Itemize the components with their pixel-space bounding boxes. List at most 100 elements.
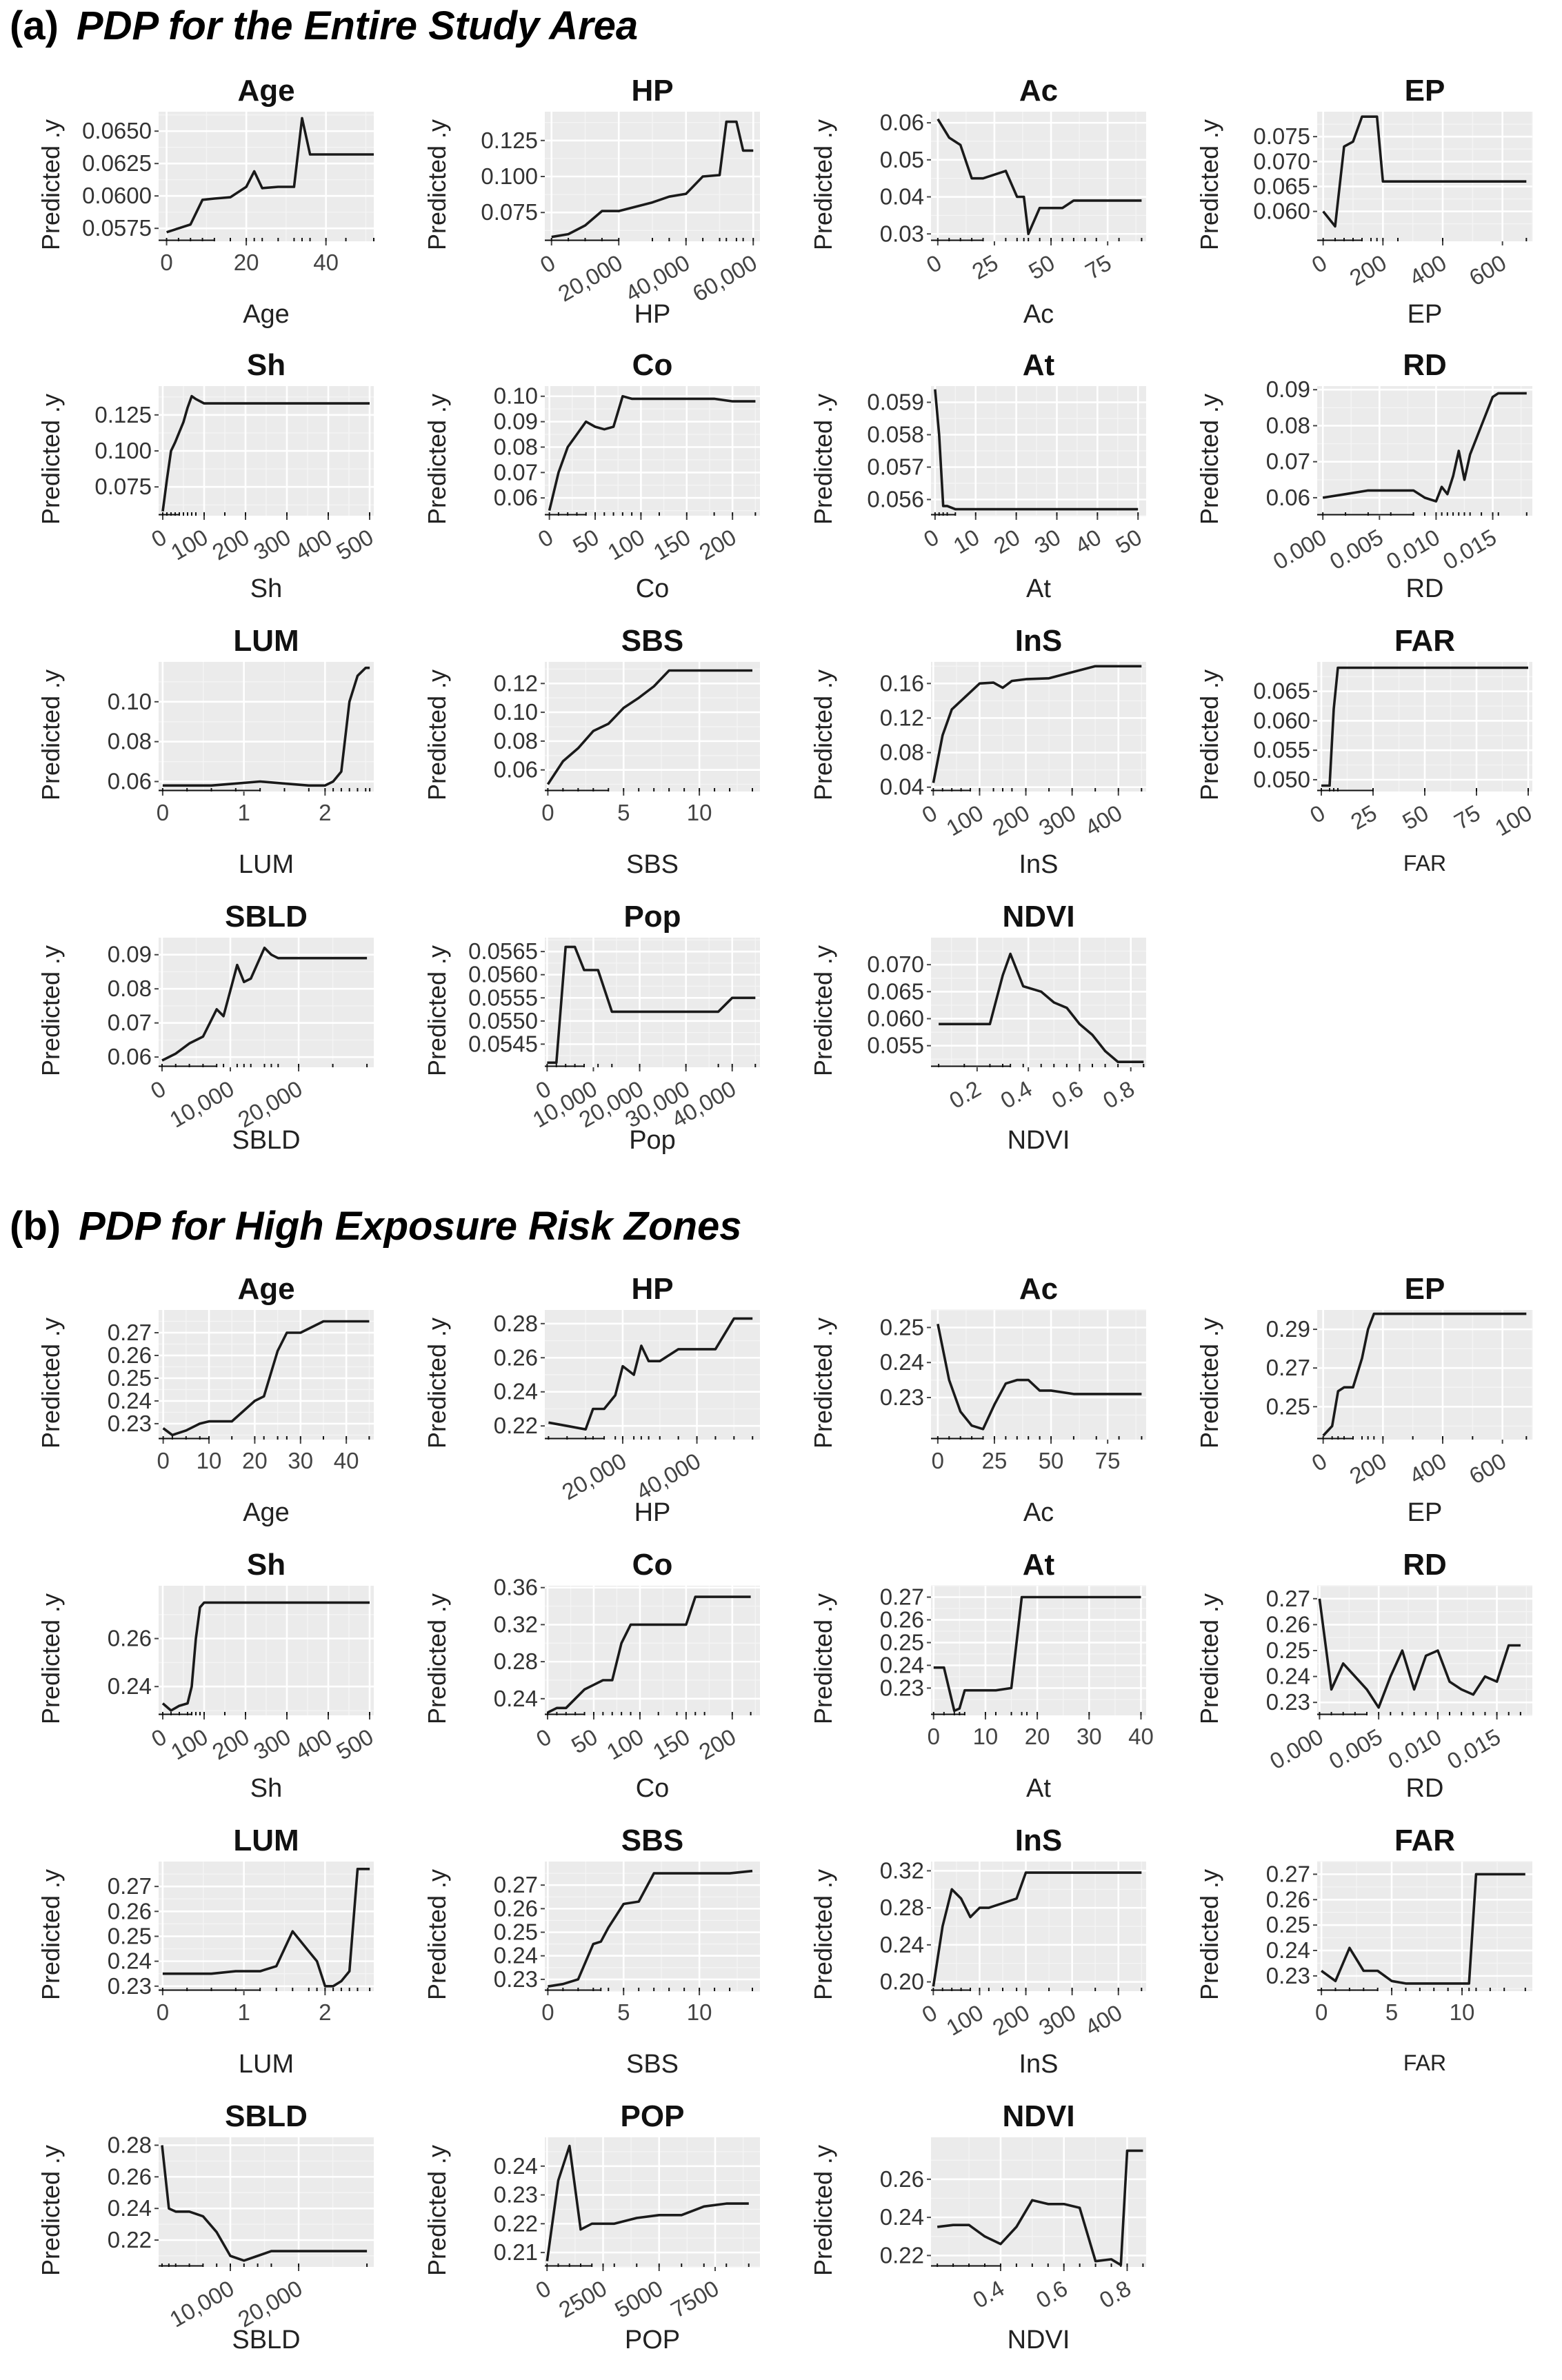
x-axis-label: LUM <box>239 2050 294 2079</box>
pdp-panel-rd-b: 0.230.240.250.260.27 0.0000.0050.0100.015… <box>1195 1548 1532 1803</box>
x-tick-label: 10 <box>949 524 983 558</box>
x-axis-label: InS <box>1019 850 1058 879</box>
x-tick-label: 0.6 <box>1048 1076 1088 1113</box>
y-tick-label: 0.23 <box>494 1966 538 1992</box>
y-tick-label: 0.08 <box>108 976 152 1001</box>
y-tick-label: 0.0575 <box>82 215 152 241</box>
y-tick-label: 0.23 <box>1266 1963 1310 1988</box>
y-tick-label: 0.24 <box>494 2153 538 2179</box>
y-tick-label: 0.09 <box>1266 376 1310 402</box>
y-tick-label: 0.060 <box>1253 707 1310 733</box>
x-tick-label: 500 <box>332 1724 377 1765</box>
panel-title: SBLD <box>225 2099 308 2133</box>
x-axis-label: Age <box>243 300 290 329</box>
x-tick-label: 2500 <box>554 2275 611 2323</box>
y-tick-label: 0.075 <box>94 474 152 499</box>
x-tick-label: 0.4 <box>968 2275 1008 2313</box>
x-tick-label: 0.005 <box>1325 1724 1387 1774</box>
panel-title: RD <box>1403 348 1447 382</box>
pdp-line <box>939 952 1144 1063</box>
panel-title: Sh <box>247 348 286 382</box>
pdp-panel-ac-b: 0.23 0.24 0.25 0 25 50 75 Ac Ac Predicted .y <box>809 1272 1146 1527</box>
pdp-line <box>937 1323 1142 1431</box>
panel-title: EP <box>1405 74 1445 108</box>
panel-title: At <box>1023 348 1055 382</box>
y-tick-label: 0.36 <box>494 1575 538 1600</box>
y-tick-label: 0.27 <box>1266 1861 1310 1886</box>
x-tick-label: 0.000 <box>1265 1724 1328 1774</box>
x-axis-label: Pop <box>629 1126 676 1155</box>
y-tick-label: 0.26 <box>108 1898 152 1924</box>
y-tick-label: 0.26 <box>108 2164 152 2189</box>
y-axis-label: Predicted .y <box>809 1593 837 1724</box>
x-tick-label: 300 <box>249 1724 294 1765</box>
y-tick-label: 0.055 <box>867 1033 924 1058</box>
y-tick-label: 0.057 <box>867 454 924 480</box>
pdp-line <box>161 394 370 512</box>
x-tick-label: 300 <box>1034 800 1080 841</box>
x-tick-label: 20 <box>242 1448 268 1473</box>
x-tick-label: 200 <box>988 800 1034 841</box>
x-tick-label: 0 <box>147 524 170 552</box>
pdp-line <box>1321 666 1528 787</box>
y-axis-label: Predicted .y <box>1195 394 1223 525</box>
y-tick-label: 0.23 <box>880 1384 924 1410</box>
x-axis-label: SBS <box>626 2050 679 2079</box>
x-axis-label: NDVI <box>1008 1126 1070 1155</box>
y-tick-label: 0.12 <box>880 705 924 730</box>
y-tick-label: 0.0565 <box>468 938 538 964</box>
y-tick-label: 0.32 <box>494 1611 538 1637</box>
pdp-panel-far-a: 0.050 0.055 0.060 0.065 0 25 50 75 100 FAR FAR Pred… <box>1195 624 1536 876</box>
y-axis-label: Predicted .y <box>809 669 837 800</box>
x-tick-label: 0 <box>531 2275 554 2303</box>
x-tick-label: 400 <box>1081 1999 1126 2041</box>
panel-title: Ac <box>1019 74 1058 108</box>
x-tick-label: 30 <box>288 1448 313 1473</box>
x-tick-label: 0.000 <box>1269 524 1331 574</box>
y-tick-label: 0.24 <box>1266 1937 1310 1963</box>
x-tick-label: 20,000 <box>234 1076 307 1133</box>
y-tick-label: 0.070 <box>1253 148 1310 174</box>
pdp-line <box>161 947 368 1062</box>
y-tick-label: 0.05 <box>880 147 924 172</box>
pdp-panel-at-b: 0.230.240.250.260.27 0 10 20 30 40 At At Predict… <box>809 1548 1154 1803</box>
y-tick-label: 0.04 <box>880 184 924 210</box>
x-tick-label: 0 <box>1315 1999 1328 2025</box>
y-axis-label: Predicted .y <box>1195 1593 1223 1724</box>
y-tick-label: 0.23 <box>108 1411 152 1436</box>
plot-background <box>545 1862 760 1991</box>
panel-title: InS <box>1015 624 1062 658</box>
x-axis-label: SBS <box>626 850 679 879</box>
y-tick-label: 0.24 <box>880 1349 924 1375</box>
x-tick-label: 200 <box>208 524 253 565</box>
panel-title: POP <box>621 2099 685 2133</box>
y-tick-label: 0.27 <box>108 1320 152 1345</box>
panel-title: Ac <box>1019 1272 1058 1306</box>
y-tick-label: 0.22 <box>494 1413 538 1438</box>
y-tick-label: 0.075 <box>1253 123 1310 149</box>
plot-background <box>931 662 1146 791</box>
y-tick-label: 0.25 <box>108 1923 152 1948</box>
y-tick-label: 0.24 <box>108 1673 152 1699</box>
pdp-line <box>1321 1873 1525 1985</box>
y-tick-label: 0.26 <box>494 1344 538 1370</box>
x-axis-label: SBLD <box>232 2326 300 2354</box>
y-tick-label: 0.24 <box>494 1379 538 1404</box>
y-tick-label: 0.04 <box>880 774 924 800</box>
x-tick-label: 0 <box>536 250 559 278</box>
pdp-panel-age-a: 0.0575 0.0600 0.0625 0.0650 0 20 40 Age Age Predi… <box>37 74 374 329</box>
y-axis-label: Predicted .y <box>423 2145 451 2276</box>
pdp-line <box>1322 392 1527 503</box>
y-axis-label: Predicted .y <box>37 945 65 1076</box>
panel-title: SBS <box>621 1824 683 1857</box>
y-tick-label: 0.20 <box>880 1969 924 1995</box>
x-axis-label: FAR <box>1403 851 1446 876</box>
x-tick-label: 20,000 <box>558 1448 631 1505</box>
y-tick-label: 0.27 <box>880 1584 924 1609</box>
pdp-line <box>934 389 1139 511</box>
x-axis-label: Sh <box>250 574 282 603</box>
y-tick-label: 0.28 <box>494 1311 538 1336</box>
x-tick-label: 0 <box>146 1076 170 1104</box>
